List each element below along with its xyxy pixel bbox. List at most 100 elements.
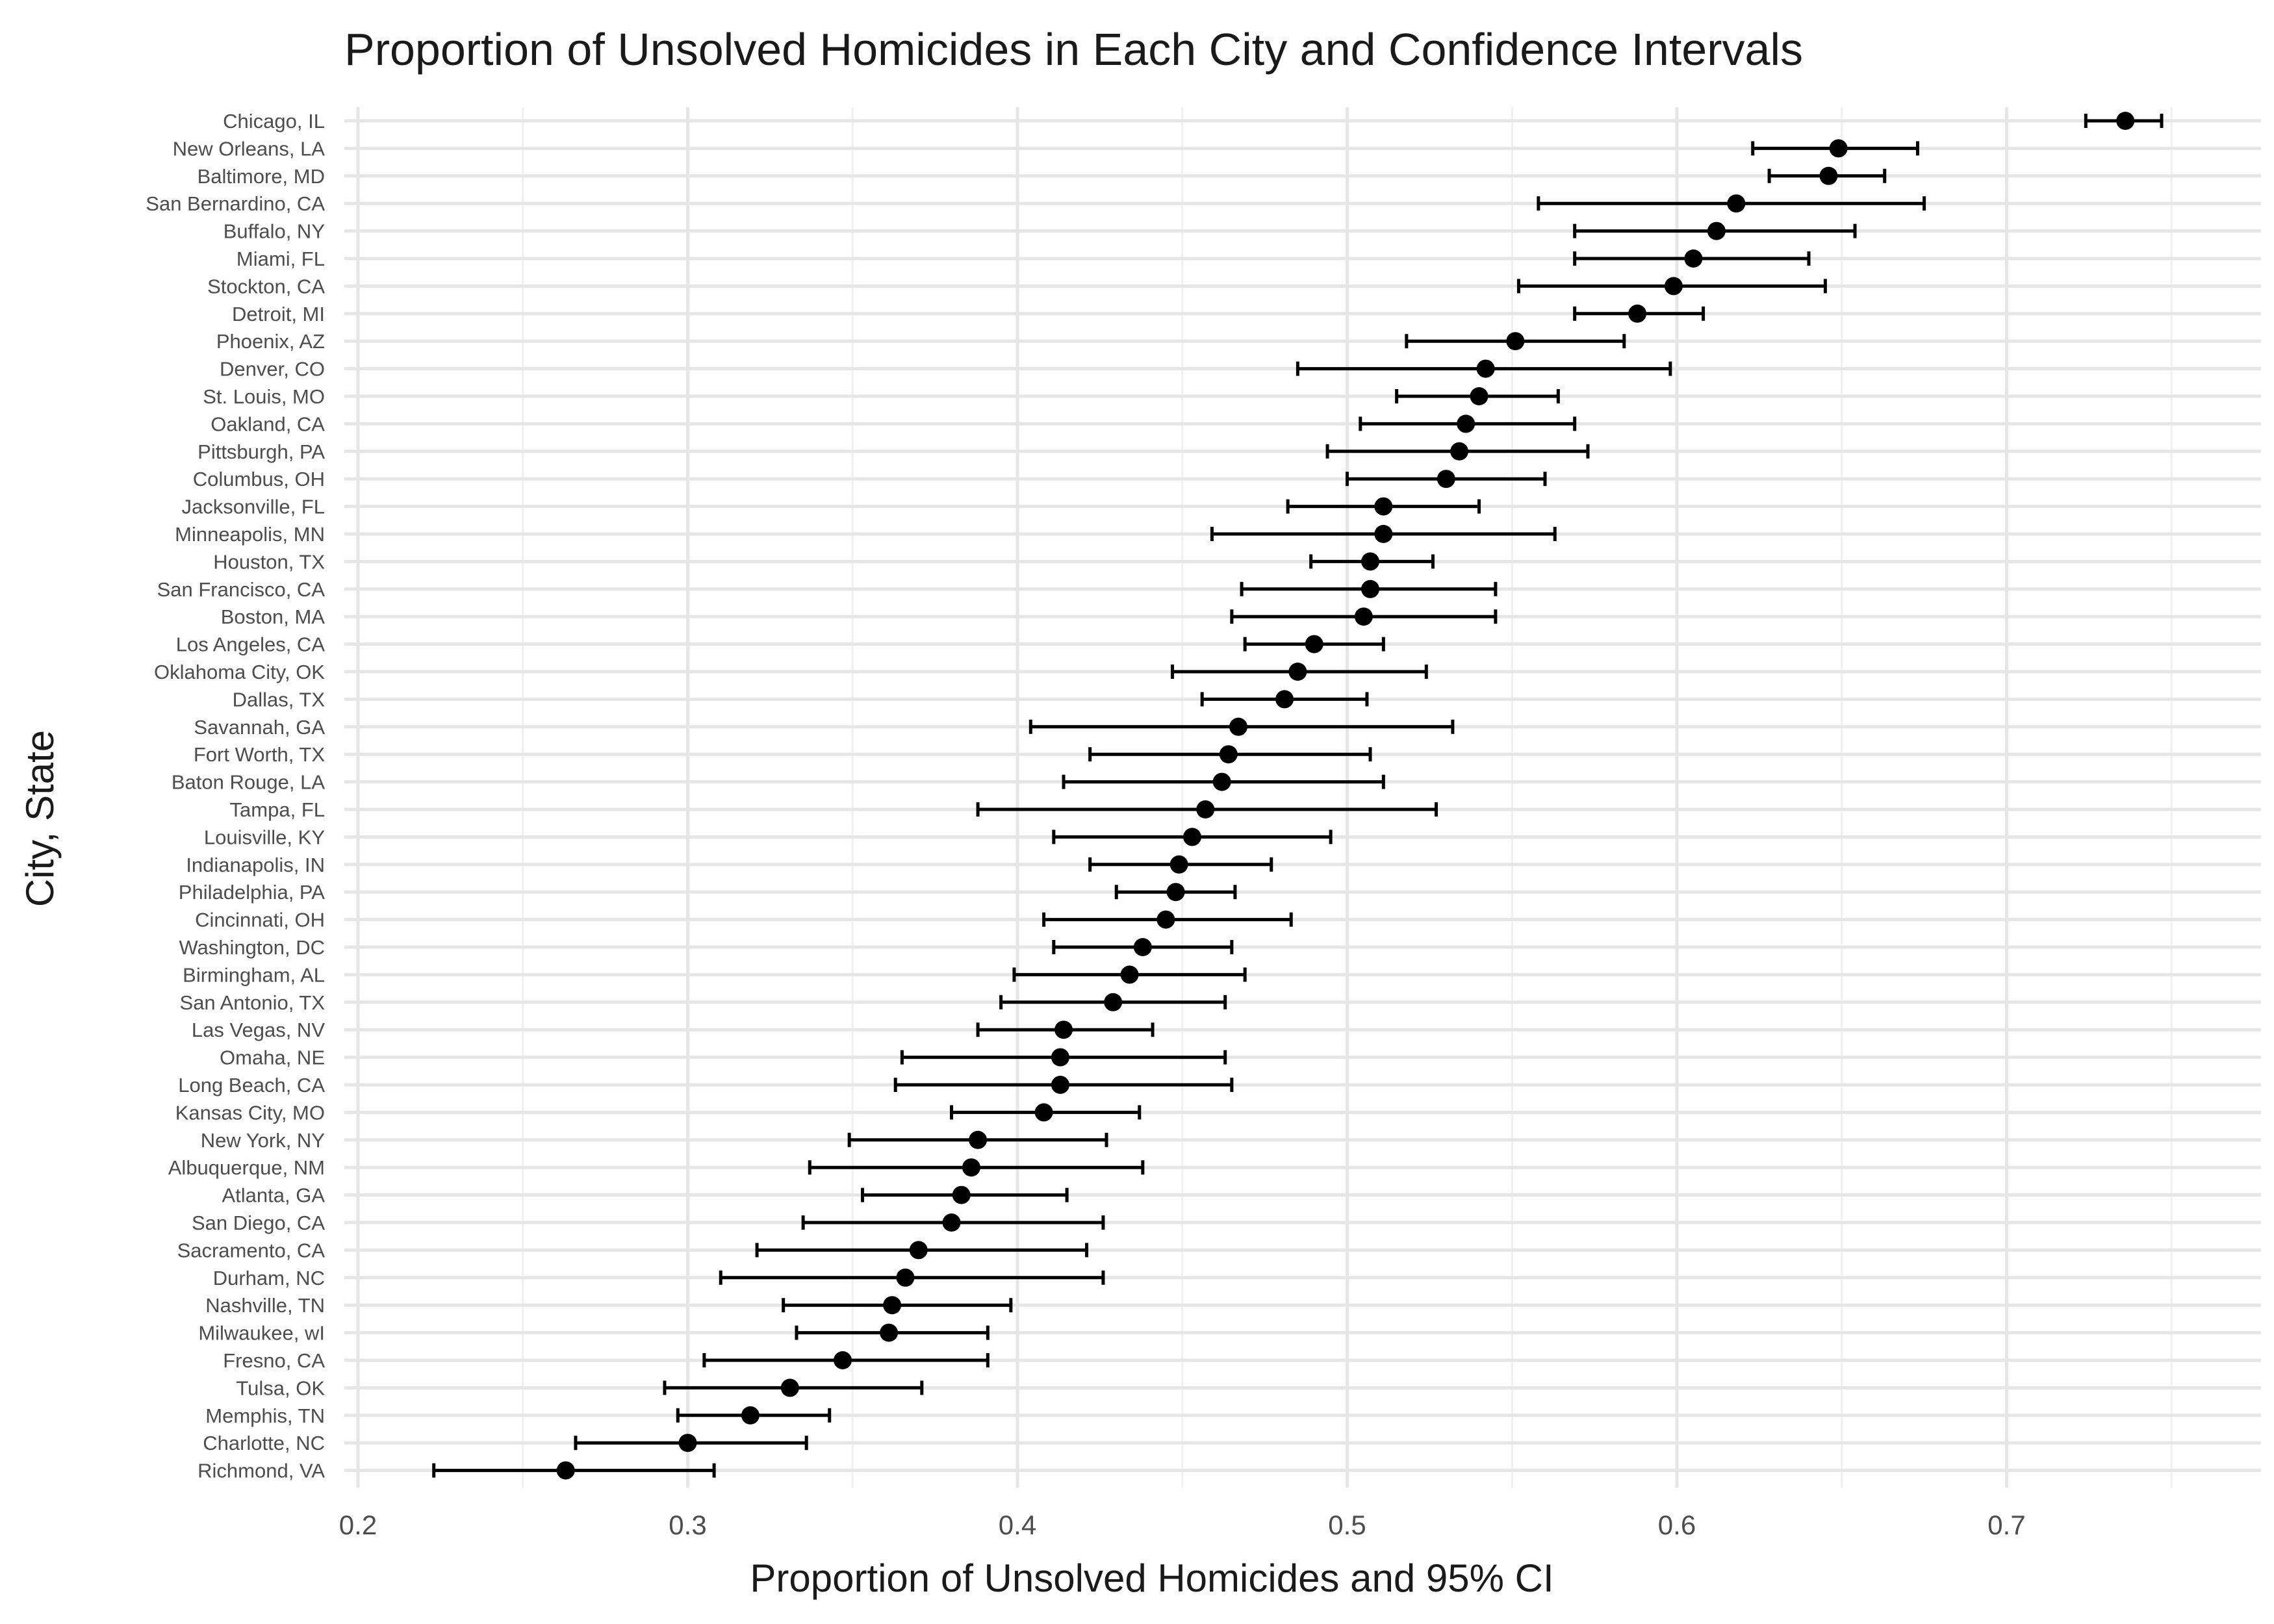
data-point <box>1166 883 1185 902</box>
data-point <box>896 1268 915 1287</box>
data-point <box>1437 470 1455 488</box>
y-tick-label: Los Angeles, CA <box>176 633 326 656</box>
y-tick-label: Nashville, TN <box>205 1294 325 1317</box>
data-point <box>1628 304 1647 323</box>
data-point <box>880 1323 899 1342</box>
y-tick-labels: Chicago, IL New Orleans, LA Baltimore, MD S… <box>146 110 325 1482</box>
y-tick-label: Atlanta, GA <box>222 1184 325 1207</box>
data-point <box>1707 222 1726 240</box>
y-tick-label: Charlotte, NC <box>203 1432 325 1454</box>
data-point <box>1476 359 1495 378</box>
y-tick-label: San Bernardino, CA <box>146 192 325 215</box>
data-point <box>1288 663 1307 681</box>
x-tick-label: 0.7 <box>1987 1510 2025 1540</box>
y-tick-label: Dallas, TX <box>233 688 326 711</box>
data-point <box>1133 938 1152 956</box>
data-point <box>1450 442 1469 461</box>
data-point <box>1470 387 1488 405</box>
data-point <box>834 1351 852 1369</box>
data-point <box>678 1434 697 1453</box>
y-tick-label: Louisville, KY <box>204 826 325 848</box>
y-tick-label: Pittsburgh, PA <box>198 440 325 463</box>
x-tick-label: 0.2 <box>339 1510 377 1540</box>
data-point <box>1506 332 1525 351</box>
y-tick-label: Stockton, CA <box>207 275 325 298</box>
y-tick-label: Baton Rouge, LA <box>172 771 325 794</box>
data-point <box>1727 194 1746 213</box>
data-point <box>2116 112 2135 130</box>
y-tick-label: Miami, FL <box>236 247 325 270</box>
data-point <box>1457 414 1476 433</box>
chart-title: Proportion of Unsolved Homicides in Each… <box>344 24 1803 75</box>
y-tick-label: Durham, NC <box>213 1267 325 1289</box>
data-point <box>1361 579 1380 598</box>
data-point <box>1229 717 1248 736</box>
data-point <box>1305 635 1323 653</box>
data-point <box>741 1406 760 1425</box>
data-point <box>1212 772 1231 791</box>
y-tick-label: Las Vegas, NV <box>192 1019 325 1041</box>
y-tick-label: Richmond, VA <box>198 1460 325 1482</box>
data-point <box>556 1461 575 1480</box>
data-point <box>1819 166 1838 185</box>
data-point <box>1664 277 1683 296</box>
y-tick-label: Cincinnati, OH <box>195 909 325 932</box>
y-tick-label: Memphis, TN <box>205 1404 325 1427</box>
y-tick-label: St. Louis, MO <box>203 385 325 408</box>
x-tick-label: 0.3 <box>669 1510 706 1540</box>
y-tick-label: Albuquerque, NM <box>168 1156 325 1179</box>
x-tick-label: 0.6 <box>1658 1510 1696 1540</box>
y-tick-label: San Antonio, TX <box>180 991 326 1014</box>
data-point <box>1374 525 1393 543</box>
y-tick-label: Tulsa, OK <box>236 1377 325 1399</box>
y-tick-label: Houston, TX <box>213 550 325 573</box>
data-point <box>1219 745 1238 764</box>
y-tick-label: Sacramento, CA <box>177 1239 326 1262</box>
y-tick-label: Tampa, FL <box>230 798 325 821</box>
y-tick-label: Savannah, GA <box>194 716 325 739</box>
y-tick-label: Oakland, CA <box>211 412 325 435</box>
y-tick-label: New Orleans, LA <box>173 137 326 160</box>
data-point <box>1182 828 1201 846</box>
y-tick-label: Fresno, CA <box>223 1349 325 1372</box>
y-tick-label: Fort Worth, TX <box>194 743 325 766</box>
data-point <box>1054 1021 1073 1039</box>
data-point <box>1684 249 1703 268</box>
y-tick-label: Denver, CO <box>220 358 325 381</box>
data-point <box>883 1296 902 1315</box>
x-tick-labels: 0.2 0.3 0.4 0.5 0.6 0.7 <box>339 1510 2026 1540</box>
y-tick-label: Baltimore, MD <box>198 165 325 188</box>
y-axis-title: City, State <box>18 730 62 907</box>
data-marks <box>432 112 2164 1480</box>
y-tick-label: Milwaukee, wI <box>198 1322 325 1345</box>
data-point <box>1196 800 1215 818</box>
data-point <box>1156 910 1175 929</box>
data-point <box>942 1213 961 1232</box>
data-point <box>1034 1103 1053 1122</box>
x-axis-title: Proportion of Unsolved Homicides and 95%… <box>750 1556 1553 1600</box>
data-point <box>909 1241 928 1260</box>
y-tick-label: Oklahoma City, OK <box>154 661 325 683</box>
gridlines <box>344 107 2261 1488</box>
data-point <box>1051 1076 1069 1094</box>
data-point <box>1169 855 1188 874</box>
y-tick-label: San Diego, CA <box>192 1212 325 1234</box>
y-tick-label: Detroit, MI <box>232 303 325 325</box>
x-tick-label: 0.5 <box>1328 1510 1366 1540</box>
data-point <box>1374 497 1393 516</box>
y-tick-label: Buffalo, NY <box>224 220 325 243</box>
data-point <box>1361 552 1380 571</box>
y-tick-label: Washington, DC <box>179 936 325 959</box>
y-tick-label: Jacksonville, FL <box>181 496 325 518</box>
y-tick-label: Phoenix, AZ <box>216 330 325 353</box>
data-point <box>1104 993 1123 1011</box>
y-tick-label: Kansas City, MO <box>175 1101 325 1124</box>
y-tick-label: Long Beach, CA <box>178 1074 325 1097</box>
data-point <box>962 1158 980 1177</box>
data-point <box>1051 1048 1069 1067</box>
data-point <box>952 1186 971 1204</box>
y-tick-label: Columbus, OH <box>193 468 325 490</box>
y-tick-label: Philadelphia, PA <box>179 881 326 904</box>
y-tick-label: New York, NY <box>201 1129 325 1152</box>
